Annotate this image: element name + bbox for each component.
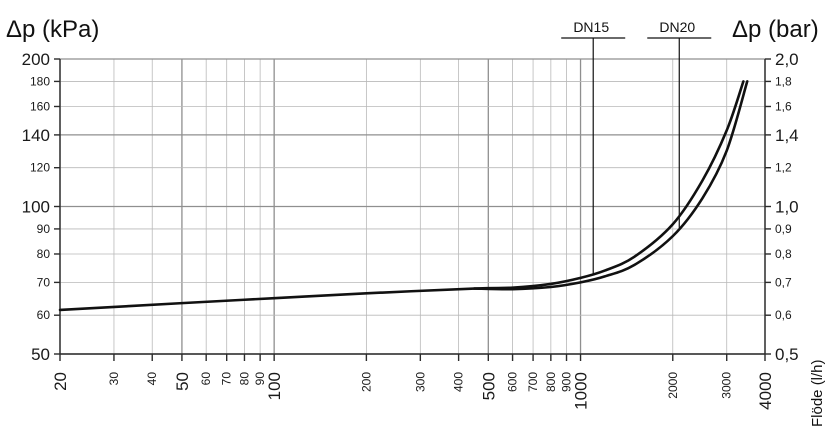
y-tick-label-left-100: 100 bbox=[22, 198, 50, 217]
x-tick-label-group-40: 40 bbox=[145, 372, 159, 386]
x-tick-label-90: 90 bbox=[253, 372, 267, 386]
x-tick-label-group-100: 100 bbox=[265, 372, 284, 400]
x-tick-label-group-600: 600 bbox=[506, 372, 520, 392]
series-label-dn15: DN15 bbox=[573, 19, 609, 35]
y-tick-label-left-90: 90 bbox=[37, 222, 51, 236]
y-tick-label-right-1,4: 1,4 bbox=[775, 126, 799, 145]
x-tick-label-500: 500 bbox=[479, 372, 498, 400]
x-tick-label-group-20: 20 bbox=[51, 372, 70, 391]
x-tick-label-400: 400 bbox=[452, 372, 466, 392]
x-tick-label-group-800: 800 bbox=[544, 372, 558, 392]
series-line-dn20 bbox=[472, 80, 749, 291]
x-axis-title-text: Flöde (l/h) bbox=[809, 359, 826, 427]
x-tick-label-group-300: 300 bbox=[413, 372, 427, 392]
x-tick-label-80: 80 bbox=[237, 372, 251, 386]
y-tick-label-right-1,0: 1,0 bbox=[775, 198, 799, 217]
y-tick-label-right-0,5: 0,5 bbox=[775, 345, 799, 364]
x-tick-label-40: 40 bbox=[145, 372, 159, 386]
series-label-dn20: DN20 bbox=[659, 19, 695, 35]
x-tick-label-300: 300 bbox=[413, 372, 427, 392]
y-tick-label-left-80: 80 bbox=[37, 247, 51, 261]
x-tick-label-group-400: 400 bbox=[452, 372, 466, 392]
x-tick-label-group-60: 60 bbox=[199, 372, 213, 386]
x-tick-label-group-80: 80 bbox=[237, 372, 251, 386]
x-tick-label-group-900: 900 bbox=[560, 372, 574, 392]
y-tick-label-right-0,7: 0,7 bbox=[775, 275, 792, 289]
x-tick-label-1000: 1000 bbox=[572, 372, 591, 410]
x-tick-label-700: 700 bbox=[526, 372, 540, 392]
y-tick-label-right-0,9: 0,9 bbox=[775, 222, 792, 236]
x-tick-label-group-200: 200 bbox=[359, 372, 373, 392]
x-tick-label-900: 900 bbox=[560, 372, 574, 392]
y-tick-label-right-1,6: 1,6 bbox=[775, 99, 792, 113]
x-tick-label-group-30: 30 bbox=[107, 372, 121, 386]
x-tick-label-20: 20 bbox=[51, 372, 70, 391]
y-tick-label-left-120: 120 bbox=[30, 161, 50, 175]
y-axis-title-left: Δp (kPa) bbox=[6, 16, 99, 43]
y-tick-label-right-0,8: 0,8 bbox=[775, 247, 792, 261]
x-tick-label-group-50: 50 bbox=[173, 372, 192, 391]
x-tick-label-800: 800 bbox=[544, 372, 558, 392]
x-tick-label-4000: 4000 bbox=[756, 372, 775, 410]
x-tick-label-50: 50 bbox=[173, 372, 192, 391]
series-group: DN15 DN20 bbox=[58, 19, 749, 312]
x-tick-label-group-3000: 3000 bbox=[720, 372, 734, 399]
x-tick-label-group-4000: 4000 bbox=[756, 372, 775, 410]
x-tick-label-200: 200 bbox=[359, 372, 373, 392]
y-tick-label-right-2,0: 2,0 bbox=[775, 50, 799, 69]
y-tick-label-left-140: 140 bbox=[22, 126, 50, 145]
y-tick-label-left-200: 200 bbox=[22, 50, 50, 69]
x-tick-label-2000: 2000 bbox=[666, 372, 680, 399]
y-tick-label-left-60: 60 bbox=[37, 308, 51, 322]
x-tick-label-3000: 3000 bbox=[720, 372, 734, 399]
y-tick-label-left-180: 180 bbox=[30, 74, 50, 88]
y-axis-title-right: Δp (bar) bbox=[732, 16, 819, 43]
grid bbox=[59, 58, 766, 355]
x-tick-label-60: 60 bbox=[199, 372, 213, 386]
axes bbox=[54, 58, 771, 361]
x-tick-label-70: 70 bbox=[220, 372, 234, 386]
x-tick-label-group-500: 500 bbox=[479, 372, 498, 400]
y-tick-label-right-0,6: 0,6 bbox=[775, 308, 792, 322]
series-line-dn15 bbox=[58, 80, 745, 312]
x-tick-label-100: 100 bbox=[265, 372, 284, 400]
x-tick-label-group-90: 90 bbox=[253, 372, 267, 386]
x-tick-label-group-70: 70 bbox=[220, 372, 234, 386]
x-tick-label-group-1000: 1000 bbox=[572, 372, 591, 410]
y-tick-label-right-1,2: 1,2 bbox=[775, 161, 792, 175]
x-axis-title: Flöde (l/h) bbox=[809, 359, 826, 427]
x-tick-label-group-700: 700 bbox=[526, 372, 540, 392]
y-tick-label-left-50: 50 bbox=[31, 345, 50, 364]
y-tick-label-right-1,8: 1,8 bbox=[775, 74, 792, 88]
x-tick-label-30: 30 bbox=[107, 372, 121, 386]
y-tick-label-left-70: 70 bbox=[37, 275, 51, 289]
x-tick-label-group-2000: 2000 bbox=[666, 372, 680, 399]
x-tick-label-600: 600 bbox=[506, 372, 520, 392]
y-tick-label-left-160: 160 bbox=[30, 99, 50, 113]
